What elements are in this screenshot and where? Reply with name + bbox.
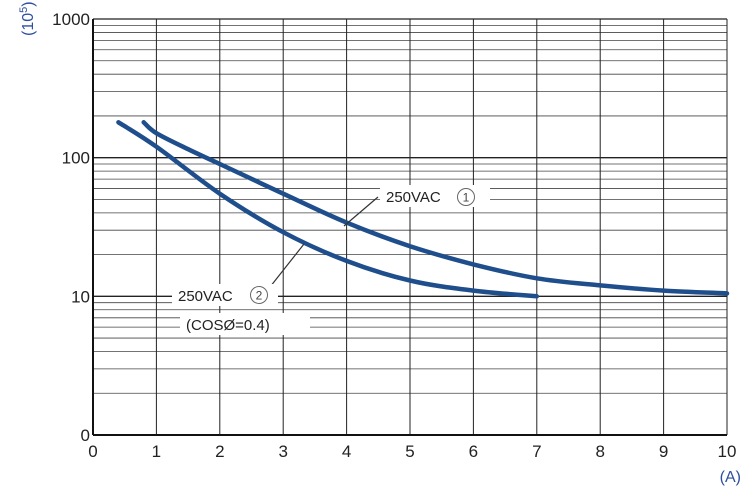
- y-axis-unit-close: ): [20, 1, 37, 6]
- x-tick-label: 0: [88, 442, 97, 461]
- annotation-2-leader: [269, 243, 305, 288]
- annotation-1-number: 1: [463, 191, 470, 205]
- annotation-3-label: (COSØ=0.4): [186, 317, 270, 334]
- series-curve-1: [141, 120, 730, 296]
- curves: [116, 120, 730, 299]
- x-tick-label: 5: [405, 442, 414, 461]
- x-tick-label: 2: [215, 442, 224, 461]
- x-tick-label: 8: [595, 442, 604, 461]
- y-axis-ticks: 0 10 100 1000: [52, 10, 90, 445]
- annotation-3-background: [180, 313, 310, 335]
- y-tick-label: 10: [71, 287, 90, 306]
- x-tick-label: 7: [532, 442, 541, 461]
- annotation-2-circle: [250, 286, 268, 304]
- annotations: 250VAC 1 250VAC 2 (COSØ=0.4): [172, 185, 490, 335]
- series-curve-2: [116, 120, 540, 299]
- annotation-1-label: 250VAC: [386, 189, 441, 206]
- x-tick-label: 9: [659, 442, 668, 461]
- annotation-1-leader: [343, 196, 379, 227]
- x-axis-unit: (A): [720, 469, 741, 486]
- annotation-2-background: [172, 284, 278, 306]
- y-axis-unit-open: (10: [20, 13, 37, 36]
- x-tick-label: 4: [342, 442, 351, 461]
- annotation-2-label: 250VAC: [178, 288, 233, 305]
- x-tick-label: 1: [152, 442, 161, 461]
- x-tick-label: 3: [278, 442, 287, 461]
- y-axis-unit: (105): [18, 1, 37, 36]
- y-axis-unit-exponent: 5: [18, 7, 30, 13]
- major-grid: [92, 18, 728, 436]
- annotation-2-number: 2: [256, 289, 263, 303]
- y-tick-label: 100: [62, 149, 90, 168]
- x-tick-label: 10: [718, 442, 737, 461]
- y-tick-label: 0: [81, 426, 90, 445]
- x-axis-ticks: 0 1 2 3 4 5 6 7 8 9 10: [88, 442, 736, 461]
- x-tick-label: 6: [469, 442, 478, 461]
- annotation-1-circle: [457, 188, 475, 206]
- y-tick-label: 1000: [52, 10, 90, 29]
